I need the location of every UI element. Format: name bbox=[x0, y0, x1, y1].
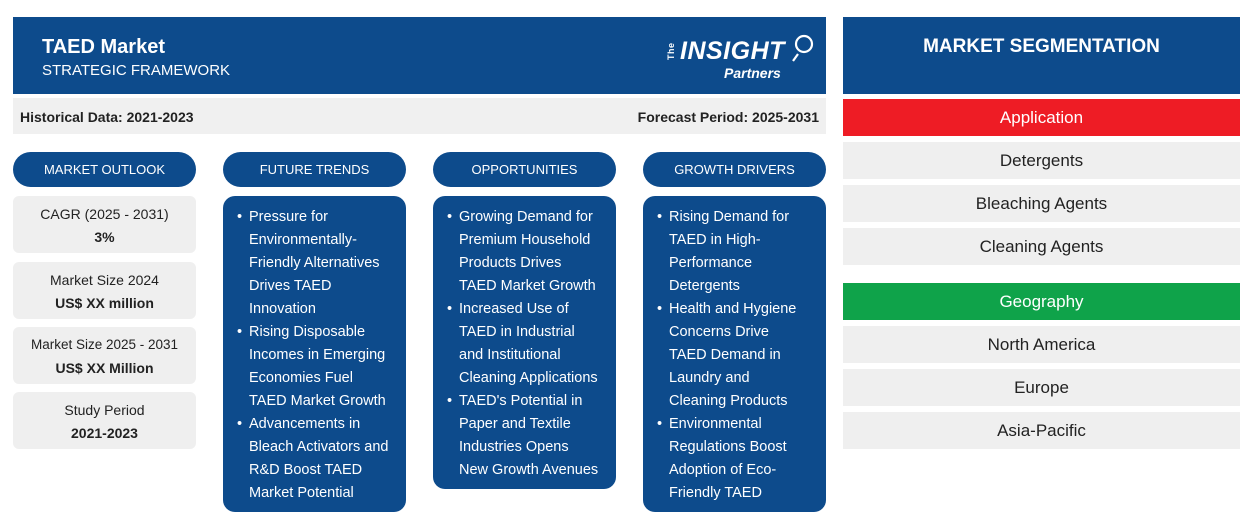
outlook-card-study-period: Study Period 2021-2023 bbox=[13, 392, 196, 449]
logo-bulb-icon bbox=[792, 34, 814, 62]
market-segmentation-header: MARKET SEGMENTATION bbox=[843, 17, 1240, 94]
opportunities-header: OPPORTUNITIES bbox=[433, 152, 616, 187]
outlook-label: CAGR (2025 - 2031) bbox=[40, 206, 169, 222]
outlook-card-market-size-2024: Market Size 2024 US$ XX million bbox=[13, 262, 196, 319]
future-trends-header: FUTURE TRENDS bbox=[223, 152, 406, 187]
outlook-label: Market Size 2025 - 2031 bbox=[30, 337, 179, 352]
outlook-label: Market Size 2024 bbox=[50, 272, 159, 288]
page-subtitle: STRATEGIC FRAMEWORK bbox=[42, 62, 231, 79]
segment-item-asia-pacific: Asia-Pacific bbox=[843, 412, 1240, 449]
page-title: TAED Market bbox=[42, 36, 165, 58]
outlook-card-cagr: CAGR (2025 - 2031) 3% bbox=[13, 196, 196, 253]
forecast-period: Forecast Period: 2025-2031 bbox=[637, 109, 819, 125]
segment-item-cleaning-agents: Cleaning Agents bbox=[843, 228, 1240, 265]
segment-category-geography: Geography bbox=[843, 283, 1240, 320]
outlook-value: 3% bbox=[94, 229, 115, 245]
historical-data: Historical Data: 2021-2023 bbox=[20, 109, 194, 125]
outlook-value: 2021-2023 bbox=[71, 425, 138, 441]
logo-partners: Partners bbox=[724, 65, 781, 81]
insight-partners-logo: The INSIGHT Partners bbox=[666, 34, 816, 84]
outlook-card-market-size-forecast: Market Size 2025 - 2031 US$ XX Million bbox=[13, 327, 196, 384]
segment-item-north-america: North America bbox=[843, 326, 1240, 363]
segment-item-detergents: Detergents bbox=[843, 142, 1240, 179]
outlook-label: Study Period bbox=[64, 402, 145, 418]
outlook-value: US$ XX Million bbox=[55, 360, 154, 376]
segment-item-bleaching-agents: Bleaching Agents bbox=[843, 185, 1240, 222]
logo-insight: INSIGHT bbox=[680, 37, 785, 65]
growth-drivers-header: GROWTH DRIVERS bbox=[643, 152, 826, 187]
segment-item-europe: Europe bbox=[843, 369, 1240, 406]
header-banner: TAED Market STRATEGIC FRAMEWORK The INSI… bbox=[13, 17, 826, 94]
logo-the: The bbox=[666, 42, 676, 60]
market-outlook-header: MARKET OUTLOOK bbox=[13, 152, 196, 187]
segment-category-application: Application bbox=[843, 99, 1240, 136]
period-bar: Historical Data: 2021-2023 Forecast Peri… bbox=[13, 98, 826, 134]
outlook-value: US$ XX million bbox=[55, 295, 154, 311]
